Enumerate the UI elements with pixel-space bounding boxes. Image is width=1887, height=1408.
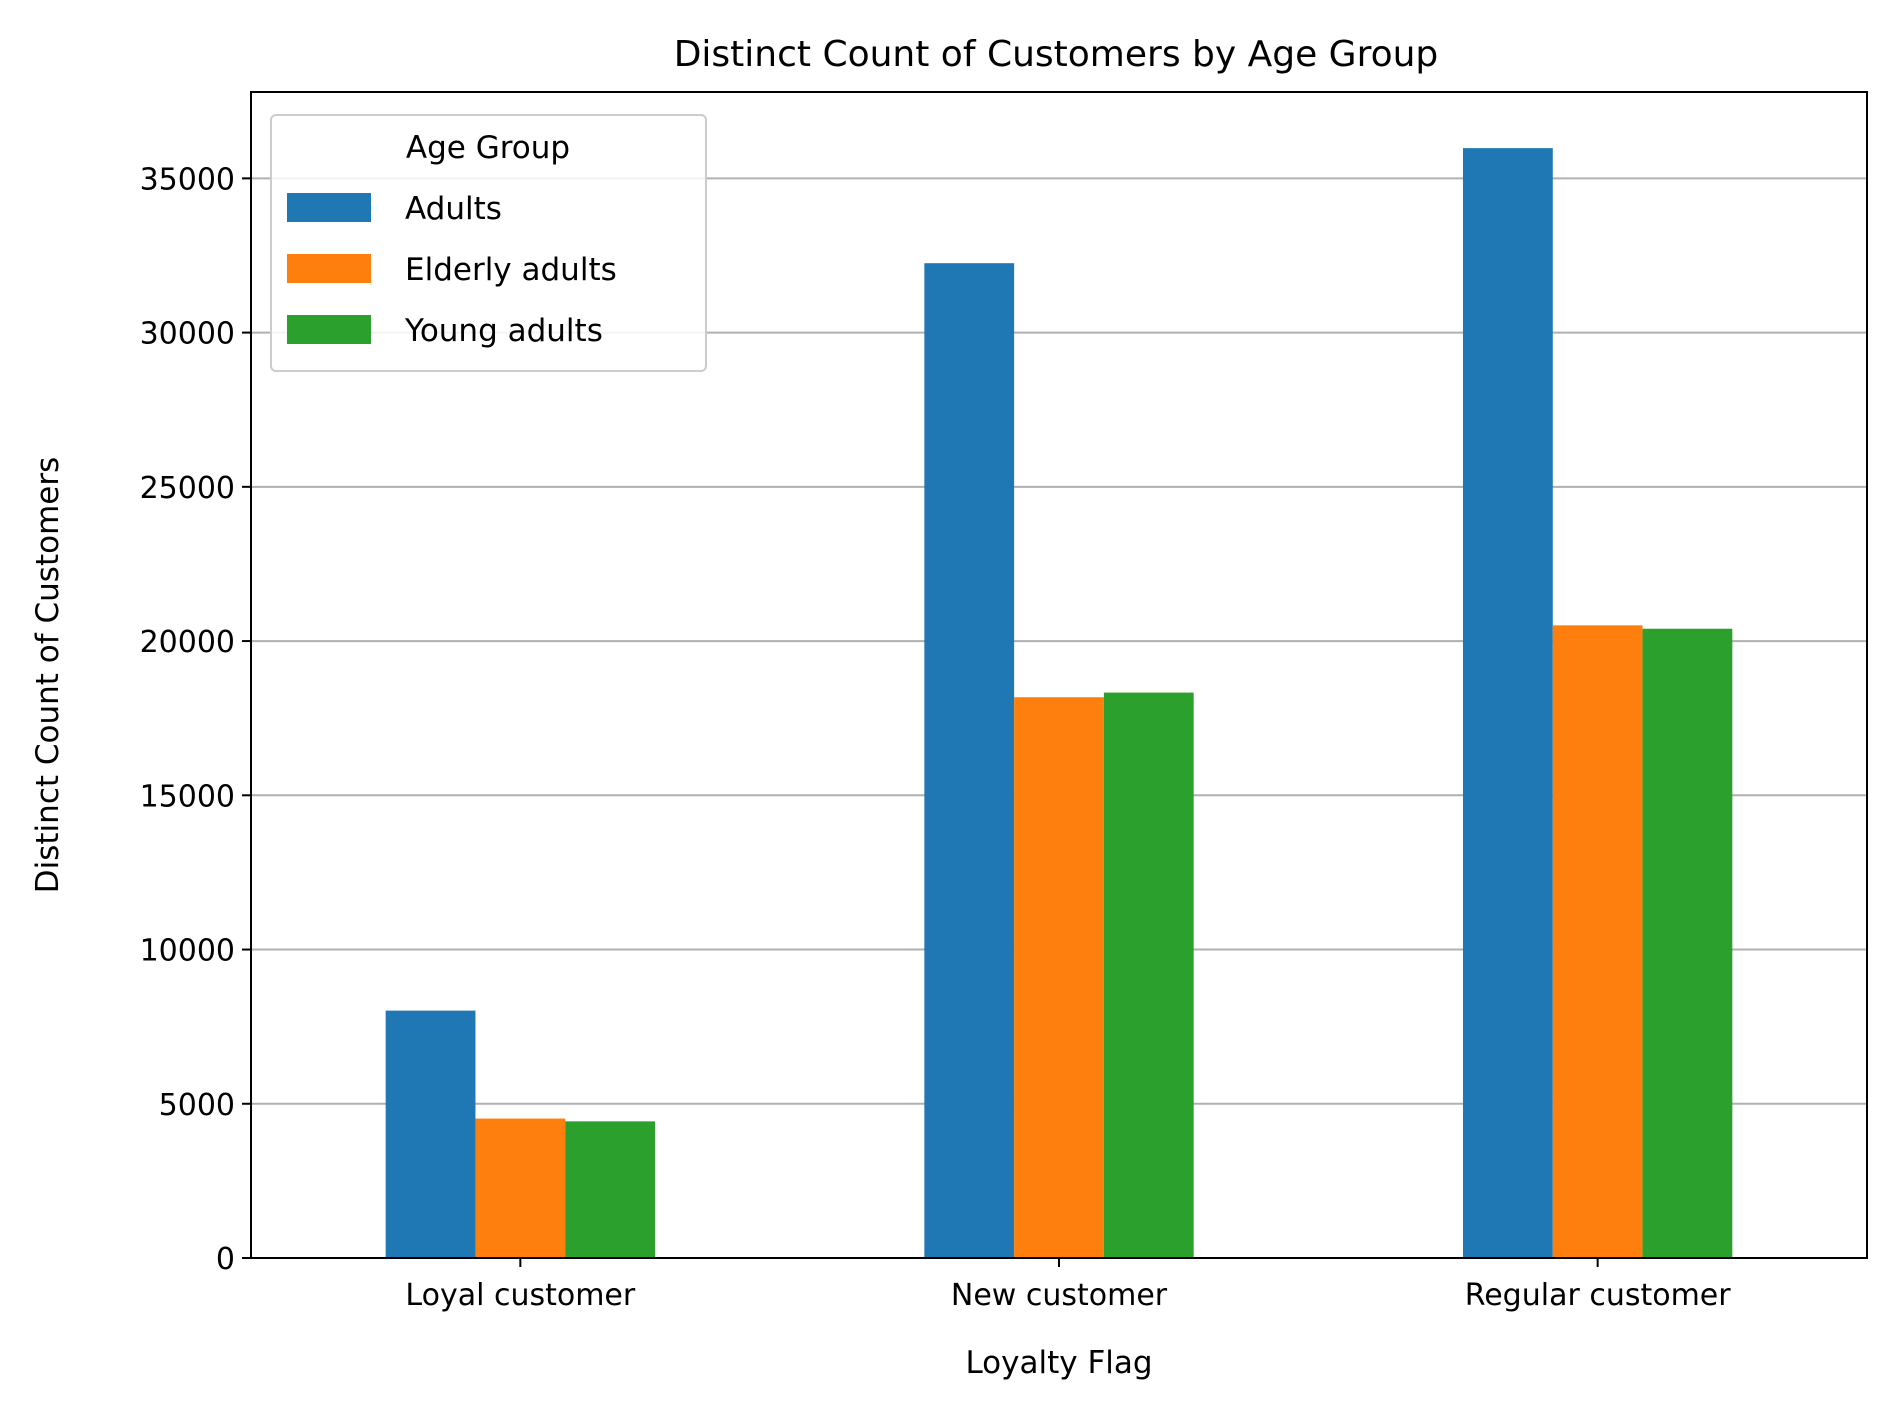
legend-swatch <box>287 315 371 344</box>
bar <box>924 263 1015 1258</box>
legend-items: Adults Elderly adults Young adults <box>287 191 617 349</box>
x-axis-label: Loyalty Flag <box>965 1345 1152 1381</box>
y-axis-label: Distinct Count of Customers <box>30 457 66 893</box>
y-axis: 0 5000 10000 15000 20000 25000 30000 35000 <box>140 162 251 1277</box>
x-tick-label: Loyal customer <box>405 1278 635 1313</box>
legend-box <box>270 114 707 372</box>
legend-swatch <box>287 254 371 283</box>
legend-label: Young adults <box>404 313 603 349</box>
bar <box>385 1010 476 1258</box>
y-tick-label: 30000 <box>140 317 235 352</box>
legend: Age Group Adults Elderly adults Young adul… <box>270 114 707 372</box>
bar <box>475 1118 566 1258</box>
y-tick-label: 10000 <box>140 934 235 969</box>
y-tick-label: 35000 <box>140 162 235 197</box>
legend-swatch <box>287 193 371 222</box>
legend-label: Adults <box>405 191 502 227</box>
y-tick-label: 20000 <box>140 625 235 660</box>
x-tick-label: Regular customer <box>1465 1278 1732 1313</box>
chart-title: Distinct Count of Customers by Age Group <box>674 34 1439 75</box>
x-axis: Loyal customer New customer Regular custom… <box>405 1258 1731 1313</box>
legend-label: Elderly adults <box>405 252 617 288</box>
legend-title: Age Group <box>406 130 570 166</box>
bar <box>1103 692 1194 1258</box>
y-tick-label: 15000 <box>140 779 235 814</box>
bar <box>1642 628 1733 1258</box>
y-tick-label: 25000 <box>140 471 235 506</box>
bar <box>1552 625 1643 1258</box>
bar <box>1463 148 1553 1258</box>
y-tick-label: 5000 <box>159 1088 235 1123</box>
y-tick-label: 0 <box>216 1242 235 1277</box>
bars <box>385 148 1733 1258</box>
bar <box>565 1121 655 1258</box>
bar <box>1014 697 1104 1258</box>
x-tick-label: New customer <box>951 1278 1168 1313</box>
